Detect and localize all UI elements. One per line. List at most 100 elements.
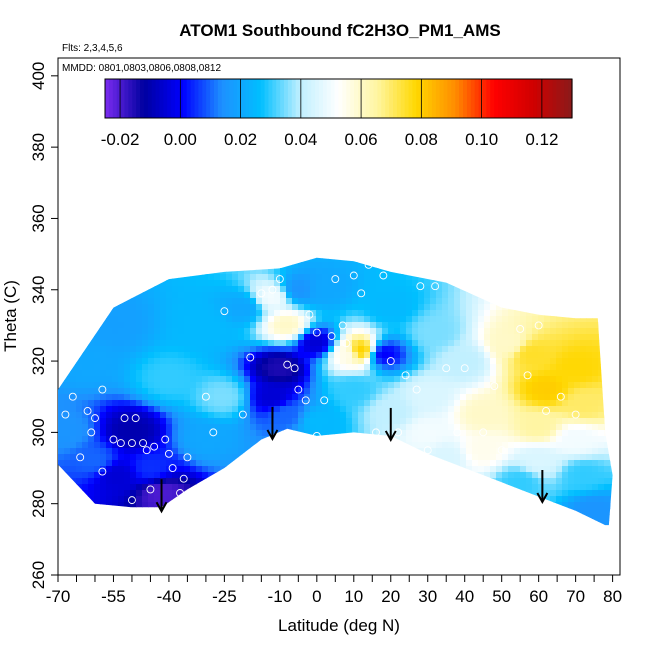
- heatmap-cell: [58, 316, 65, 323]
- heatmap-cell: [178, 352, 185, 359]
- heatmap-cell: [544, 526, 551, 533]
- heatmap-cell: [292, 502, 299, 509]
- heatmap-cell: [220, 328, 227, 335]
- heatmap-cell: [298, 250, 305, 257]
- heatmap-cell: [238, 208, 245, 215]
- heatmap-cell: [508, 454, 515, 461]
- heatmap-cell: [130, 394, 137, 401]
- heatmap-cell: [502, 460, 509, 467]
- heatmap-cell: [592, 316, 599, 323]
- heatmap-cell: [412, 310, 419, 317]
- heatmap-cell: [550, 436, 557, 443]
- heatmap-cell: [286, 502, 293, 509]
- heatmap-cell: [526, 274, 533, 281]
- heatmap-cell: [388, 250, 395, 257]
- heatmap-cell: [196, 334, 203, 341]
- heatmap-cell: [100, 502, 107, 509]
- heatmap-cell: [250, 394, 257, 401]
- heatmap-cell: [112, 370, 119, 377]
- heatmap-cell: [394, 262, 401, 269]
- heatmap-cell: [502, 310, 509, 317]
- heatmap-cell: [526, 346, 533, 353]
- heatmap-cell: [448, 448, 455, 455]
- heatmap-cell: [70, 274, 77, 281]
- heatmap-cell: [556, 292, 563, 299]
- heatmap-cell: [478, 496, 485, 503]
- heatmap-cell: [196, 400, 203, 407]
- heatmap-cell: [184, 448, 191, 455]
- heatmap-cell: [532, 490, 539, 497]
- heatmap-cell: [340, 454, 347, 461]
- heatmap-cell: [184, 334, 191, 341]
- heatmap-cell: [286, 454, 293, 461]
- heatmap-cell: [88, 400, 95, 407]
- heatmap-cell: [88, 226, 95, 233]
- heatmap-cell: [496, 257, 503, 263]
- heatmap-cell: [148, 358, 155, 365]
- heatmap-cell: [394, 232, 401, 239]
- heatmap-cell: [250, 286, 257, 293]
- heatmap-cell: [280, 358, 287, 365]
- heatmap-cell: [466, 532, 473, 539]
- heatmap-cell: [88, 220, 95, 227]
- heatmap-cell: [118, 274, 125, 281]
- heatmap-cell: [166, 292, 173, 299]
- heatmap-cell: [532, 376, 539, 383]
- heatmap-cell: [142, 232, 149, 239]
- heatmap-cell: [598, 304, 605, 311]
- heatmap-cell: [580, 346, 587, 353]
- heatmap-cell: [166, 412, 173, 419]
- heatmap-cell: [202, 208, 209, 215]
- heatmap-cell: [118, 262, 125, 269]
- heatmap-cell: [142, 304, 149, 311]
- heatmap-cell: [478, 316, 485, 323]
- heatmap-cell: [352, 490, 359, 497]
- heatmap-cell: [280, 334, 287, 341]
- heatmap-cell: [328, 340, 335, 347]
- heatmap-cell: [310, 274, 317, 281]
- heatmap-cell: [94, 376, 101, 383]
- heatmap-cell: [130, 232, 137, 239]
- heatmap-cell: [304, 436, 311, 443]
- heatmap-cell: [568, 472, 575, 479]
- heatmap-cell: [316, 466, 323, 473]
- heatmap-cell: [184, 250, 191, 257]
- heatmap-cell: [124, 304, 131, 311]
- heatmap-cell: [352, 340, 359, 347]
- heatmap-cell: [190, 214, 197, 221]
- heatmap-cell: [76, 370, 83, 377]
- heatmap-cell: [418, 454, 425, 461]
- heatmap-cell: [556, 364, 563, 371]
- heatmap-cell: [580, 334, 587, 341]
- heatmap-cell: [478, 514, 485, 521]
- heatmap-cell: [190, 436, 197, 443]
- heatmap-cell: [64, 257, 71, 263]
- heatmap-cell: [472, 257, 479, 263]
- heatmap-cell: [262, 424, 269, 431]
- heatmap-cell: [358, 316, 365, 323]
- heatmap-cell: [112, 454, 119, 461]
- heatmap-cell: [202, 484, 209, 491]
- heatmap-cell: [100, 448, 107, 455]
- heatmap-cell: [430, 466, 437, 473]
- heatmap-cell: [454, 412, 461, 419]
- heatmap-cell: [496, 370, 503, 377]
- heatmap-cell: [256, 508, 263, 515]
- heatmap-cell: [526, 508, 533, 515]
- heatmap-cell: [130, 382, 137, 389]
- heatmap-cell: [448, 532, 455, 539]
- heatmap-cell: [574, 436, 581, 443]
- heatmap-cell: [178, 406, 185, 413]
- heatmap-cell: [508, 262, 515, 269]
- heatmap-cell: [430, 226, 437, 233]
- heatmap-cell: [448, 292, 455, 299]
- heatmap-cell: [502, 316, 509, 323]
- heatmap-cell: [580, 340, 587, 347]
- heatmap-cell: [436, 412, 443, 419]
- heatmap-cell: [376, 238, 383, 245]
- heatmap-cell: [250, 484, 257, 491]
- heatmap-cell: [400, 400, 407, 407]
- heatmap-cell: [106, 430, 113, 437]
- heatmap-cell: [214, 472, 221, 479]
- heatmap-cell: [400, 268, 407, 275]
